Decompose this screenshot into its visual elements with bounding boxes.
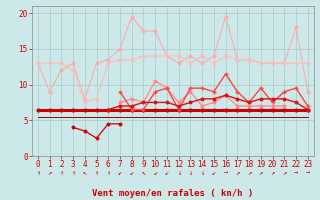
X-axis label: Vent moyen/en rafales ( kn/h ): Vent moyen/en rafales ( kn/h ) bbox=[92, 189, 253, 198]
